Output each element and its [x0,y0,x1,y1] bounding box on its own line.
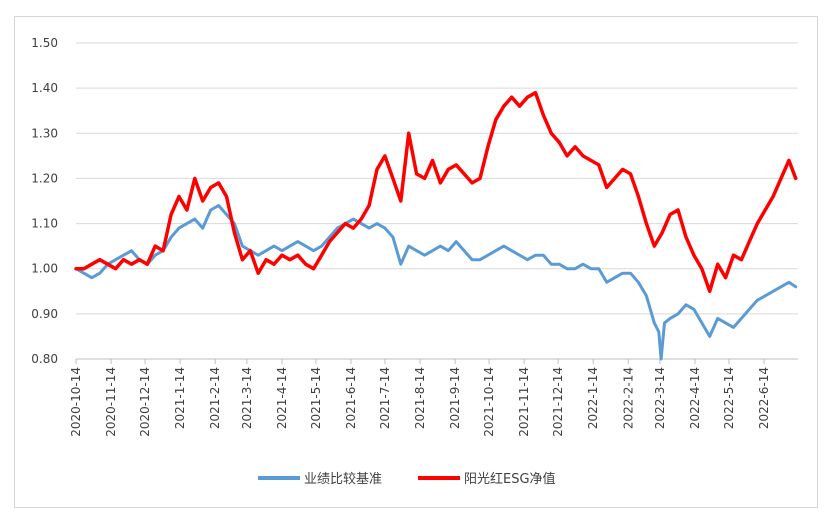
x-tick-label: 2020-12-14 [138,367,152,437]
y-tick-label: 1.30 [31,126,58,140]
legend: 业绩比较基准 阳光红ESG净值 [258,471,556,487]
legend-label-benchmark: 业绩比较基准 [304,472,382,487]
y-tick-label: 1.20 [31,171,58,185]
y-tick-label: 1.10 [31,217,58,231]
x-tick-label: 2021-7-14 [378,367,392,429]
x-tick-label: 2022-3-14 [653,367,667,429]
y-axis-ticks: 0.80 0.90 1.00 1.10 1.20 1.30 1.40 1.50 [31,36,58,366]
x-tick-label: 2021-9-14 [448,367,462,429]
y-tick-label: 0.90 [31,307,58,321]
x-tick-label: 2022-1-14 [586,367,600,429]
series-line-esg-nav [74,90,798,294]
y-tick-label: 0.80 [31,352,58,366]
y-tick-label: 1.50 [31,36,58,50]
y-tick-label: 1.00 [31,262,58,276]
x-tick-label: 2022-4-14 [688,367,702,429]
x-tick-label: 2021-11-14 [517,367,531,437]
x-tick-label: 2022-5-14 [722,367,736,429]
x-tick-label: 2021-10-14 [482,367,496,437]
x-tick-label: 2022-2-14 [621,367,635,429]
x-tick-label: 2021-2-14 [208,367,222,429]
x-tick-label: 2022-6-14 [757,367,771,429]
x-tick-label: 2020-10-14 [69,367,83,437]
x-tick-label: 2021-4-14 [275,367,289,429]
x-tick-label: 2021-5-14 [309,367,323,429]
x-tick-label: 2021-1-14 [173,367,187,429]
x-tick-label: 2021-8-14 [413,367,427,429]
x-tick-label: 2020-11-14 [104,367,118,437]
x-tick-label: 2021-3-14 [240,367,254,429]
x-tick-label: 2021-6-14 [344,367,358,429]
series-line-benchmark [74,204,798,361]
series-lines [74,90,798,361]
x-axis: 2020-10-14 2020-11-14 2020-12-14 2021-1-14 2… [69,358,798,437]
legend-label-esg-nav: 阳光红ESG净值 [464,471,556,487]
y-tick-label: 1.40 [31,81,58,95]
x-tick-label: 2021-12-14 [551,367,565,437]
